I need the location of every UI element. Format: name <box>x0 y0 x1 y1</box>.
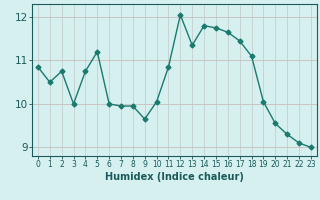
X-axis label: Humidex (Indice chaleur): Humidex (Indice chaleur) <box>105 172 244 182</box>
